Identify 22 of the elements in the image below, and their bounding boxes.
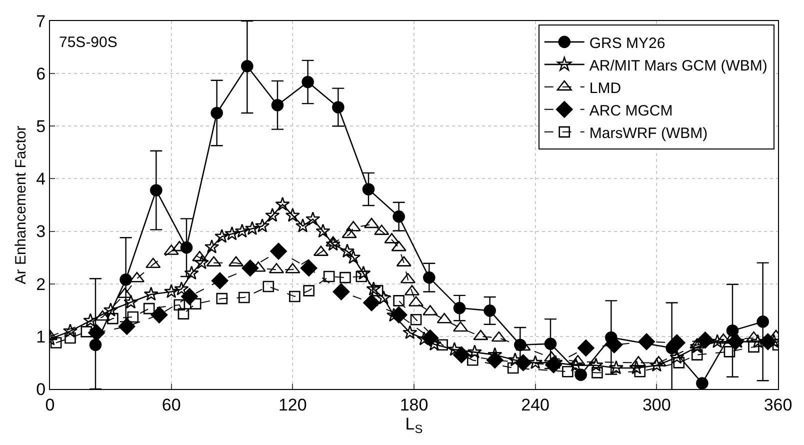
y-tick-label: 7 — [36, 12, 46, 31]
y-tick-label: 5 — [36, 117, 46, 136]
x-axis-title: L$_{S}$ — [405, 414, 423, 436]
y-tick-label: 6 — [36, 64, 46, 84]
x-tick-label: 60 — [162, 395, 181, 414]
y-tick-label: 1 — [36, 327, 46, 346]
legend-label: LMD — [589, 80, 622, 97]
legend-label: MarsWRF (WBM) — [589, 124, 708, 142]
x-tick-label: 120 — [278, 395, 307, 414]
annotation: 75S-90S — [59, 34, 118, 51]
x-tick-label: 180 — [400, 395, 428, 414]
legend-label: GRS MY26 — [589, 34, 666, 52]
legend-label: ARC MGCM — [589, 102, 673, 120]
y-tick-label: 3 — [36, 222, 46, 242]
y-tick-label: 0 — [36, 380, 46, 399]
y-tick-label: 4 — [36, 170, 46, 189]
y-axis-title: Ar Enhancement Factor — [12, 126, 30, 284]
x-tick-label: 240 — [521, 395, 550, 414]
x-tick-label: 300 — [642, 395, 671, 414]
legend-label: AR/MIT Mars GCM (WBM) — [589, 57, 768, 74]
x-tick-label: 360 — [764, 395, 792, 414]
y-tick-label: 2 — [36, 274, 46, 294]
